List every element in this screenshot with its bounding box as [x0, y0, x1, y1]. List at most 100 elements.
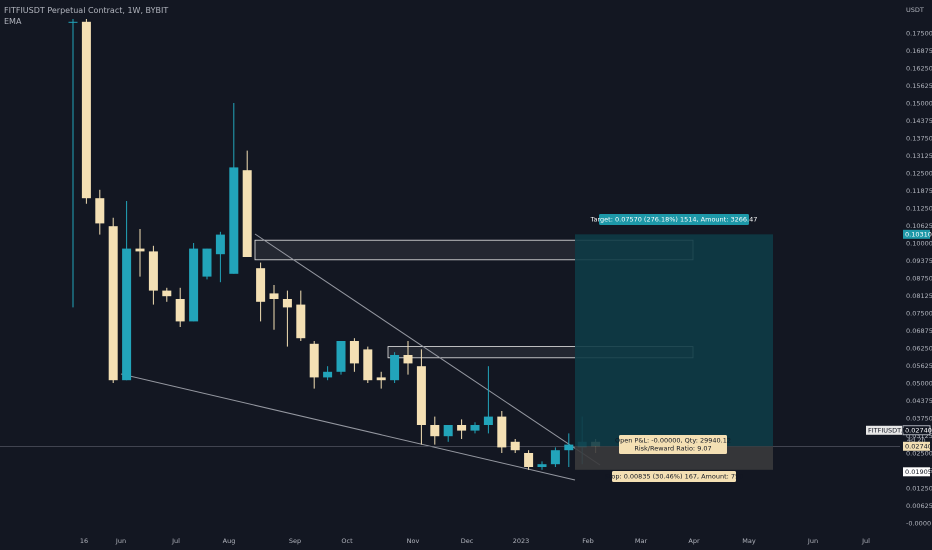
candle[interactable] [323, 366, 333, 381]
x-tick-label: Feb [582, 537, 594, 545]
candle[interactable] [202, 248, 212, 280]
stop-price-tag-bg [903, 467, 930, 477]
stop-label-text: Stop: 0.00835 (30.46%) 167, Amount: 750 [605, 473, 744, 481]
candle-body [108, 226, 118, 381]
candle-body [349, 341, 359, 364]
entry-price-tag-bg [903, 441, 930, 451]
candle-body [376, 377, 386, 381]
stop-label[interactable]: Stop: 0.00835 (30.46%) 167, Amount: 750 [605, 471, 744, 482]
candle[interactable] [135, 229, 145, 277]
y-tick-label: 0.06250 [906, 345, 932, 353]
candle[interactable] [229, 103, 239, 274]
candle[interactable] [349, 338, 359, 372]
symbol-tag-bg [866, 425, 902, 435]
candle[interactable] [175, 287, 185, 327]
candle-body [215, 234, 225, 255]
y-tick-label: 0.10000 [906, 240, 932, 248]
candle-body [524, 453, 534, 467]
candle[interactable] [524, 450, 534, 470]
candle[interactable] [376, 371, 386, 389]
y-tick-label: 0.03125 [906, 432, 932, 440]
candle[interactable] [242, 150, 252, 257]
x-tick-label: Jul [861, 537, 870, 545]
candle[interactable] [470, 422, 480, 434]
candle[interactable] [189, 243, 199, 322]
candle[interactable] [256, 262, 266, 322]
current-price-tag-text: 0.02740 [905, 427, 932, 435]
x-tick-label: Dec [461, 537, 474, 545]
y-tick-label: 0.14375 [906, 117, 932, 125]
candle[interactable] [363, 346, 373, 383]
y-tick-label: 0.11875 [906, 187, 932, 195]
candle[interactable] [390, 352, 400, 383]
target-label-text: Target: 0.07570 (276.18%) 1514, Amount: … [590, 216, 758, 224]
pnl-label-text: Risk/Reward Ratio: 9.07 [634, 445, 711, 453]
indicator-label[interactable]: EMA [4, 17, 22, 26]
y-tick-label: 0.06875 [906, 327, 932, 335]
candle[interactable] [403, 341, 413, 375]
candle-body [403, 355, 413, 364]
candle-body [510, 441, 520, 451]
candle[interactable] [148, 245, 158, 305]
candle[interactable] [537, 461, 547, 470]
pnl-label[interactable]: Open P&L: -0.00000, Qty: 29940.12Risk/Re… [615, 435, 731, 454]
candle-body [497, 416, 507, 448]
x-tick-label: 2023 [513, 537, 530, 545]
candle[interactable] [81, 19, 91, 204]
candle[interactable] [416, 349, 426, 445]
candle-body [175, 299, 185, 322]
y-tick-label: 0.16875 [906, 47, 932, 55]
candle-body [256, 268, 266, 302]
candle-body [430, 425, 440, 437]
candle[interactable] [309, 341, 319, 389]
candle-body [537, 464, 547, 467]
support-trendline[interactable] [120, 373, 576, 481]
x-tick-label: Jun [807, 537, 818, 545]
candle[interactable] [430, 416, 440, 445]
candle[interactable] [564, 433, 574, 467]
candle-body [282, 299, 292, 308]
candle[interactable] [215, 231, 225, 283]
x-tick-label: Jun [115, 537, 126, 545]
entry-price-tag[interactable]: 0.02740 [903, 441, 932, 451]
current-price-tag[interactable]: 0.02740 [902, 425, 932, 436]
target-zone[interactable] [575, 234, 773, 447]
candle[interactable] [282, 290, 292, 347]
x-tick-label: Nov [407, 537, 420, 545]
candle-body [416, 366, 426, 425]
candle-body [323, 371, 333, 378]
candle[interactable] [269, 285, 279, 330]
target-label[interactable]: Target: 0.07570 (276.18%) 1514, Amount: … [590, 214, 758, 225]
candle-body [68, 21, 78, 23]
candle-body [189, 248, 199, 322]
candle-body [363, 349, 373, 381]
candle[interactable] [443, 425, 453, 442]
resistance-trendline[interactable] [254, 233, 601, 466]
y-tick-label: 0.08750 [906, 275, 932, 283]
candle[interactable] [336, 341, 346, 375]
candle[interactable] [296, 290, 306, 341]
y-tick-label: 0.05000 [906, 380, 932, 388]
candle[interactable] [68, 19, 78, 308]
stop-price-tag-text: 0.01905 [905, 468, 932, 476]
candle[interactable] [95, 189, 105, 235]
candle-body [162, 290, 172, 297]
candle[interactable] [162, 287, 172, 302]
y-tick-label: 0.16250 [906, 65, 932, 73]
stop-price-tag[interactable]: 0.01905 [903, 467, 932, 477]
target-price-tag[interactable]: 0.10310 [903, 229, 932, 239]
symbol-tag-text: FITFIUSDT.P [868, 426, 906, 434]
candle[interactable] [457, 419, 467, 439]
symbol-tag[interactable]: FITFIUSDT.P [866, 425, 906, 435]
candle[interactable] [108, 217, 118, 383]
candle[interactable] [510, 439, 520, 453]
candle-body [81, 21, 91, 199]
current-price-tag-bg [902, 425, 931, 436]
candle[interactable] [483, 366, 493, 434]
candle[interactable] [497, 411, 507, 453]
candle-body [483, 416, 493, 425]
candle[interactable] [550, 447, 560, 467]
countdown-tag: 4d 2h [907, 436, 926, 444]
candle[interactable] [122, 201, 132, 381]
